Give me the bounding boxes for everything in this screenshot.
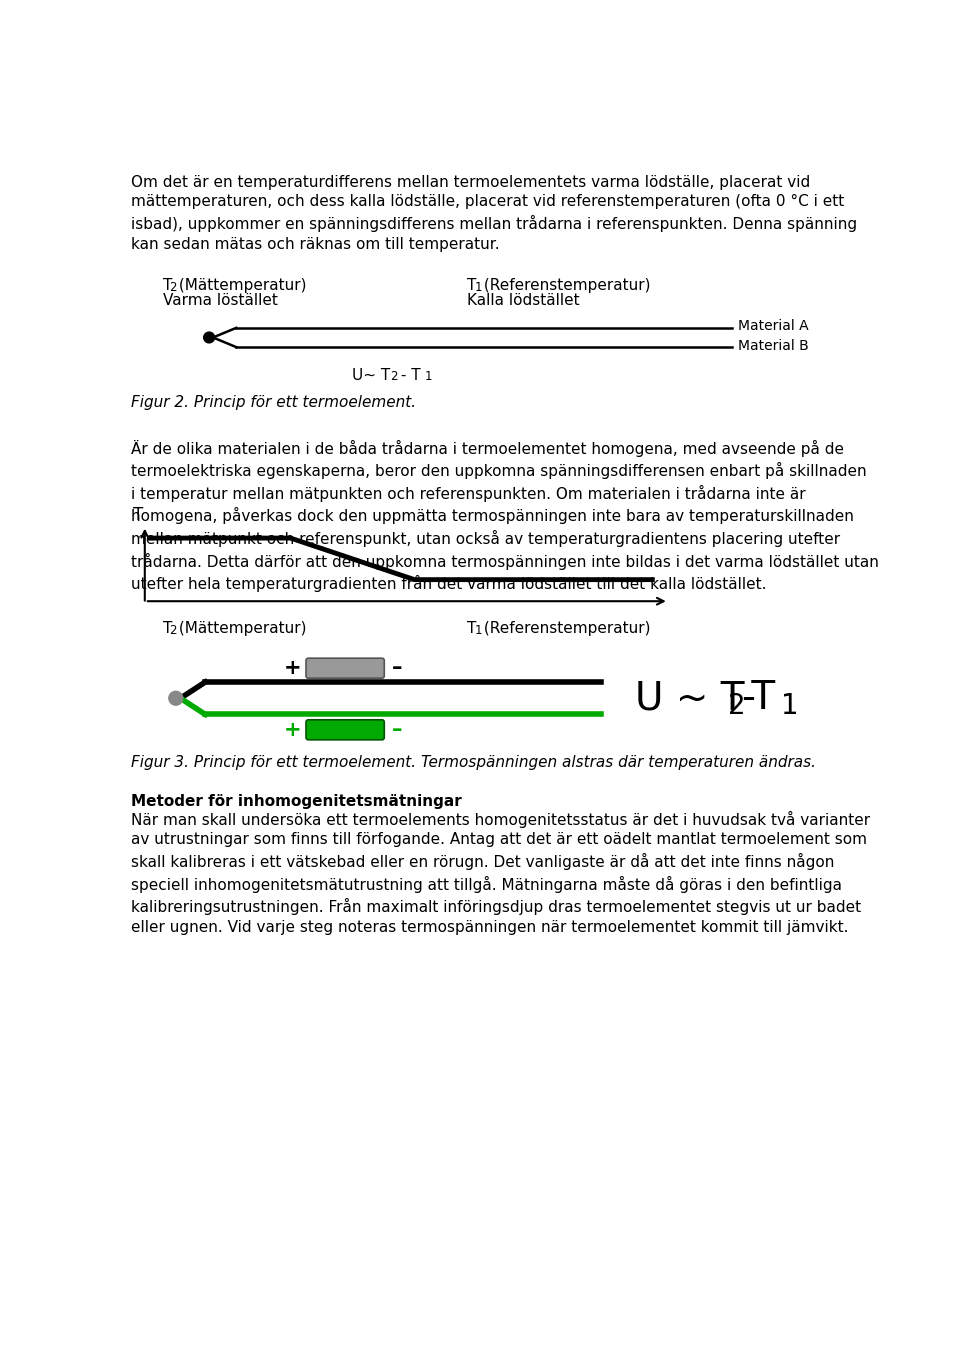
Text: (Mättemperatur): (Mättemperatur) [175,621,307,636]
Text: T: T [468,621,476,636]
Text: +: + [284,720,301,739]
Text: Figur 2. Princip för ett termoelement.: Figur 2. Princip för ett termoelement. [131,395,416,410]
Text: +: + [284,658,301,678]
Text: 1: 1 [474,624,482,637]
Text: Material A: Material A [738,319,809,333]
Circle shape [204,332,214,342]
Text: 1: 1 [781,692,799,720]
Text: T: T [133,506,143,525]
Text: Kalla lödstället: Kalla lödstället [468,294,580,308]
FancyBboxPatch shape [306,658,384,678]
Text: (Referenstemperatur): (Referenstemperatur) [479,277,650,292]
Text: U~ T: U~ T [352,368,391,383]
Text: Är de olika materialen i de båda trådarna i termoelementet homogena, med avseend: Är de olika materialen i de båda trådarn… [131,439,878,593]
FancyBboxPatch shape [306,720,384,739]
Text: 1: 1 [424,370,432,383]
Text: Material B: Material B [738,338,809,352]
Text: Metoder för inhomogenitetsmätningar: Metoder för inhomogenitetsmätningar [131,794,462,809]
Text: T: T [468,277,476,292]
Text: (Mättemperatur): (Mättemperatur) [175,277,307,292]
Text: 1: 1 [474,281,482,294]
Text: (Referenstemperatur): (Referenstemperatur) [479,621,650,636]
Text: - T: - T [396,368,420,383]
Text: 2: 2 [170,624,177,637]
Text: 2: 2 [729,692,746,720]
Text: -T: -T [741,680,775,718]
Text: T: T [162,277,172,292]
Text: Figur 3. Princip för ett termoelement. Termospänningen alstras där temperaturen : Figur 3. Princip för ett termoelement. T… [131,756,816,771]
Text: T: T [162,621,172,636]
Text: –: – [393,720,402,739]
Text: När man skall undersöka ett termoelements homogenitetsstatus är det i huvudsak t: När man skall undersöka ett termoelement… [131,811,870,935]
Circle shape [169,692,182,705]
Text: Varma löstället: Varma löstället [162,294,277,308]
Text: U ~ T: U ~ T [636,680,745,718]
Text: 2: 2 [391,370,398,383]
Text: –: – [393,658,402,678]
Text: Om det är en temperaturdifferens mellan termoelementets varma lödställe, placera: Om det är en temperaturdifferens mellan … [131,174,857,251]
Text: 2: 2 [170,281,177,294]
